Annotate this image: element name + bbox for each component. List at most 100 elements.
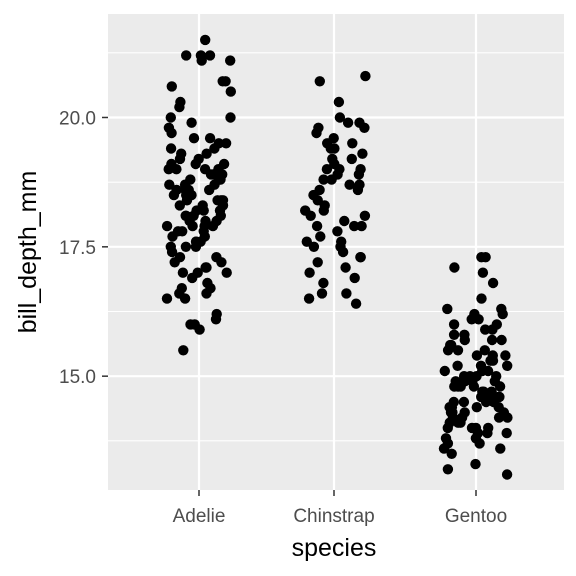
point-gentoo-61 bbox=[486, 334, 498, 346]
point-gentoo-82 bbox=[502, 360, 513, 371]
point-gentoo-4 bbox=[487, 277, 499, 289]
point-chinstrap-5 bbox=[342, 117, 354, 128]
point-adelie-99 bbox=[180, 184, 191, 196]
point-gentoo-84 bbox=[482, 365, 494, 377]
y-axis-title: bill_depth_mm bbox=[14, 171, 42, 334]
point-adelie-11 bbox=[174, 101, 185, 113]
point-adelie-103 bbox=[185, 174, 196, 185]
plot-panel bbox=[108, 14, 564, 490]
point-adelie-36 bbox=[164, 179, 175, 190]
point-gentoo-88 bbox=[470, 422, 482, 434]
point-gentoo-72 bbox=[474, 438, 485, 449]
point-gentoo-79 bbox=[471, 402, 482, 413]
point-chinstrap-41 bbox=[340, 262, 351, 273]
point-chinstrap-57 bbox=[301, 236, 312, 247]
point-adelie-20 bbox=[209, 143, 220, 154]
point-gentoo-44 bbox=[438, 443, 450, 454]
point-gentoo-85 bbox=[495, 443, 506, 454]
point-gentoo-71 bbox=[479, 345, 490, 356]
point-adelie-80 bbox=[201, 288, 212, 299]
point-adelie-72 bbox=[221, 267, 232, 278]
point-adelie-4 bbox=[204, 50, 216, 61]
point-gentoo-2 bbox=[449, 262, 460, 273]
point-adelie-104 bbox=[161, 220, 173, 232]
point-adelie-22 bbox=[201, 148, 212, 159]
point-gentoo-48 bbox=[501, 469, 513, 480]
point-gentoo-47 bbox=[442, 464, 454, 475]
point-adelie-96 bbox=[190, 158, 201, 170]
point-chinstrap-31 bbox=[349, 220, 360, 232]
point-gentoo-66 bbox=[442, 422, 453, 434]
point-chinstrap-47 bbox=[303, 293, 315, 304]
point-gentoo-86 bbox=[459, 376, 471, 387]
point-gentoo-30 bbox=[458, 396, 470, 408]
point-gentoo-69 bbox=[452, 417, 464, 428]
point-gentoo-53 bbox=[468, 381, 480, 392]
point-chinstrap-19 bbox=[353, 169, 365, 180]
point-adelie-43 bbox=[181, 195, 193, 206]
point-gentoo-76 bbox=[471, 371, 482, 382]
point-chinstrap-13 bbox=[357, 148, 368, 159]
point-adelie-86 bbox=[185, 319, 196, 330]
point-chinstrap-40 bbox=[312, 257, 323, 268]
point-gentoo-51 bbox=[452, 360, 463, 371]
point-adelie-29 bbox=[163, 164, 174, 175]
point-adelie-9 bbox=[225, 86, 236, 97]
point-chinstrap-21 bbox=[318, 174, 329, 185]
point-adelie-73 bbox=[177, 267, 189, 278]
point-gentoo-55 bbox=[501, 427, 512, 439]
point-chinstrap-50 bbox=[314, 184, 325, 196]
point-adelie-16 bbox=[166, 127, 177, 139]
point-adelie-106 bbox=[168, 189, 180, 201]
point-adelie-17 bbox=[204, 133, 216, 144]
point-gentoo-77 bbox=[447, 407, 458, 418]
point-adelie-8 bbox=[166, 81, 177, 92]
point-gentoo-92 bbox=[494, 391, 505, 403]
point-adelie-87 bbox=[194, 324, 205, 335]
point-adelie-18 bbox=[220, 138, 232, 149]
point-adelie-1 bbox=[181, 50, 192, 61]
point-adelie-84 bbox=[210, 314, 222, 325]
point-gentoo-90 bbox=[500, 350, 511, 361]
point-chinstrap-0 bbox=[360, 70, 371, 82]
x-tick-label-chinstrap: Chinstrap bbox=[293, 506, 374, 527]
y-tick-label-1: 17.5 bbox=[59, 238, 96, 259]
point-chinstrap-56 bbox=[359, 210, 371, 221]
point-adelie-68 bbox=[169, 257, 180, 268]
point-gentoo-3 bbox=[477, 267, 489, 278]
point-chinstrap-2 bbox=[333, 96, 345, 108]
data-points bbox=[161, 34, 513, 480]
point-adelie-7 bbox=[220, 76, 231, 87]
point-adelie-5 bbox=[195, 50, 207, 61]
point-chinstrap-39 bbox=[355, 252, 366, 263]
point-gentoo-68 bbox=[459, 329, 470, 340]
point-chinstrap-3 bbox=[334, 112, 346, 123]
point-adelie-88 bbox=[178, 345, 189, 356]
point-chinstrap-52 bbox=[327, 153, 338, 165]
point-adelie-101 bbox=[190, 236, 202, 247]
point-adelie-71 bbox=[201, 262, 212, 273]
point-chinstrap-46 bbox=[341, 288, 352, 299]
point-adelie-95 bbox=[205, 169, 217, 180]
point-gentoo-83 bbox=[478, 386, 489, 397]
x-tick-label-adelie: Adelie bbox=[173, 506, 226, 527]
point-chinstrap-32 bbox=[311, 220, 323, 232]
point-gentoo-6 bbox=[442, 303, 453, 315]
point-adelie-56 bbox=[187, 220, 198, 232]
point-adelie-0 bbox=[200, 34, 211, 46]
point-chinstrap-43 bbox=[349, 272, 360, 284]
point-chinstrap-49 bbox=[319, 200, 330, 211]
x-axis-ticks: Adelie Chinstrap Gentoo bbox=[173, 490, 507, 527]
point-chinstrap-45 bbox=[316, 288, 328, 299]
y-tick-label-0: 15.0 bbox=[59, 367, 96, 388]
point-adelie-75 bbox=[187, 272, 198, 284]
point-chinstrap-24 bbox=[352, 184, 364, 196]
point-chinstrap-54 bbox=[356, 220, 367, 232]
point-adelie-93 bbox=[165, 241, 176, 252]
point-chinstrap-53 bbox=[332, 169, 343, 180]
point-gentoo-12 bbox=[448, 329, 460, 340]
point-gentoo-21 bbox=[439, 365, 450, 377]
point-adelie-89 bbox=[180, 210, 191, 221]
point-adelie-12 bbox=[225, 112, 236, 123]
x-axis-title: species bbox=[292, 534, 377, 562]
